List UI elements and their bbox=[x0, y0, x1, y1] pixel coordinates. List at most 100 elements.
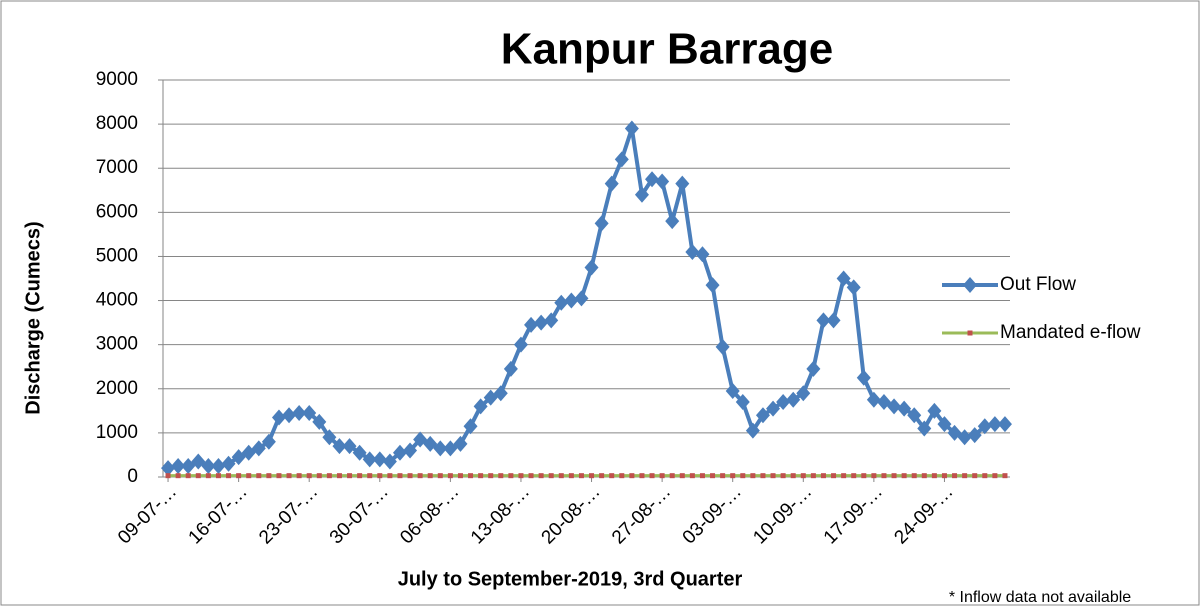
data-point bbox=[558, 473, 564, 479]
data-point bbox=[453, 435, 468, 452]
footnote: * Inflow data not available bbox=[949, 589, 1131, 606]
data-point bbox=[911, 473, 917, 479]
data-point bbox=[659, 473, 665, 479]
data-point bbox=[820, 473, 826, 479]
data-point bbox=[1002, 473, 1008, 479]
data-point bbox=[776, 394, 791, 411]
legend-label: Mandated e-flow bbox=[1000, 322, 1141, 343]
data-point bbox=[826, 312, 841, 329]
data-point bbox=[836, 270, 851, 287]
data-point bbox=[901, 473, 907, 479]
data-point bbox=[397, 473, 403, 479]
data-point bbox=[796, 385, 811, 402]
data-point bbox=[427, 473, 433, 479]
data-point bbox=[548, 473, 554, 479]
y-tick-label: 7000 bbox=[96, 157, 138, 178]
data-point bbox=[357, 473, 363, 479]
y-tick-label: 6000 bbox=[96, 201, 138, 222]
data-point bbox=[403, 442, 418, 459]
data-point bbox=[921, 473, 927, 479]
data-point bbox=[478, 473, 484, 479]
data-point bbox=[705, 277, 720, 294]
data-point bbox=[382, 453, 397, 470]
data-point bbox=[336, 473, 342, 479]
data-point bbox=[897, 400, 912, 417]
data-point bbox=[766, 400, 781, 417]
data-point bbox=[816, 312, 831, 329]
data-point bbox=[675, 175, 690, 192]
data-point bbox=[387, 473, 393, 479]
data-point bbox=[554, 294, 569, 311]
data-point bbox=[639, 473, 645, 479]
data-point bbox=[584, 259, 599, 276]
chart-title: Kanpur Barrage bbox=[501, 25, 834, 74]
data-point bbox=[937, 416, 952, 433]
y-tick-label: 8000 bbox=[96, 113, 138, 134]
data-point bbox=[372, 451, 387, 468]
data-point bbox=[669, 473, 675, 479]
data-point bbox=[332, 438, 347, 455]
data-point bbox=[175, 473, 181, 479]
data-point bbox=[221, 455, 236, 472]
data-point bbox=[624, 120, 639, 137]
data-point bbox=[907, 407, 922, 424]
legend-label: Out Flow bbox=[1000, 274, 1076, 295]
data-point bbox=[589, 473, 595, 479]
data-point bbox=[720, 473, 726, 479]
data-point bbox=[392, 444, 407, 461]
data-point bbox=[488, 473, 494, 479]
data-point bbox=[730, 473, 736, 479]
data-point bbox=[931, 473, 937, 479]
data-point bbox=[463, 418, 478, 435]
data-point bbox=[649, 473, 655, 479]
data-point bbox=[367, 473, 373, 479]
data-point bbox=[715, 338, 730, 355]
data-point bbox=[524, 316, 539, 333]
data-point bbox=[851, 473, 857, 479]
data-point bbox=[503, 360, 518, 377]
data-point bbox=[881, 473, 887, 479]
data-point bbox=[629, 473, 635, 479]
data-point bbox=[528, 473, 534, 479]
data-point bbox=[609, 473, 615, 479]
data-point bbox=[534, 314, 549, 331]
data-point bbox=[302, 405, 317, 422]
data-point bbox=[171, 457, 186, 474]
data-point bbox=[211, 457, 226, 474]
data-point bbox=[246, 473, 252, 479]
data-point bbox=[195, 473, 201, 479]
data-point bbox=[806, 360, 821, 377]
data-point bbox=[992, 473, 998, 479]
data-point bbox=[917, 420, 932, 437]
y-tick-label: 0 bbox=[127, 466, 138, 487]
legend-marker bbox=[963, 277, 977, 293]
data-point bbox=[296, 473, 302, 479]
data-point bbox=[604, 175, 619, 192]
data-point bbox=[513, 336, 528, 353]
data-point bbox=[271, 409, 286, 426]
data-point bbox=[215, 473, 221, 479]
data-point bbox=[342, 438, 357, 455]
y-tick-label: 5000 bbox=[96, 245, 138, 266]
data-point bbox=[735, 394, 750, 411]
data-point bbox=[780, 473, 786, 479]
data-point bbox=[770, 473, 776, 479]
data-point bbox=[261, 433, 276, 450]
y-tick-label: 4000 bbox=[96, 290, 138, 311]
data-point bbox=[407, 473, 413, 479]
data-point bbox=[861, 473, 867, 479]
data-point bbox=[457, 473, 463, 479]
data-point bbox=[185, 473, 191, 479]
data-point bbox=[786, 391, 801, 408]
data-point bbox=[685, 244, 700, 261]
data-point bbox=[377, 473, 383, 479]
data-point bbox=[619, 473, 625, 479]
data-point bbox=[614, 151, 629, 168]
data-point bbox=[887, 398, 902, 415]
data-point bbox=[292, 405, 307, 422]
data-point bbox=[568, 473, 574, 479]
data-point bbox=[417, 473, 423, 479]
data-point bbox=[634, 186, 649, 203]
data-point bbox=[941, 473, 947, 479]
